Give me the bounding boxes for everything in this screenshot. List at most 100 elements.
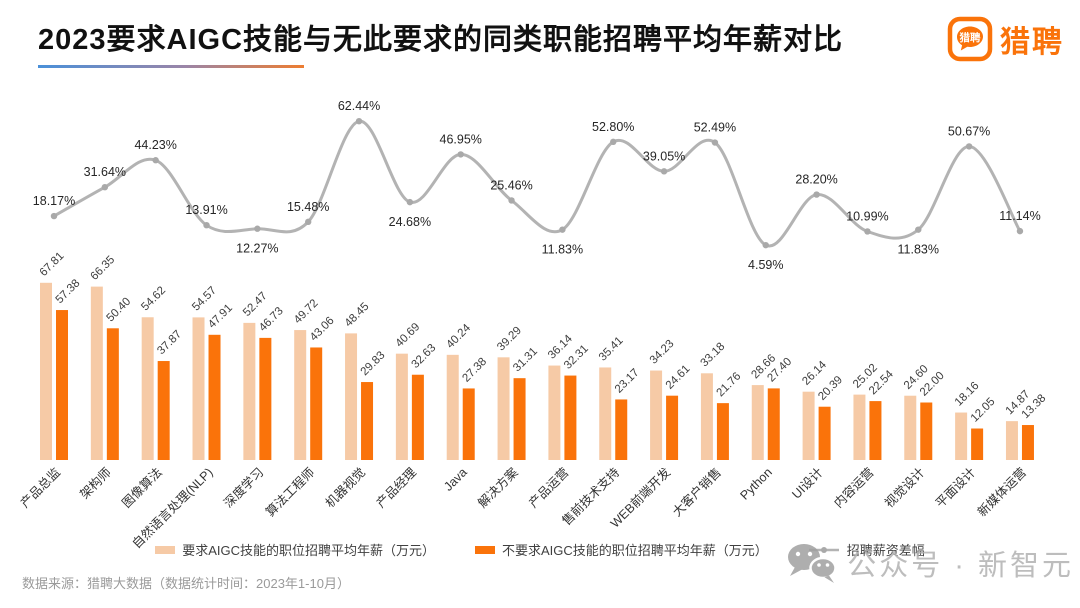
bar-aigc bbox=[751, 385, 764, 460]
bar-value-label: 47.91 bbox=[206, 302, 235, 331]
bar-aigc bbox=[192, 317, 205, 460]
bar-noaigc bbox=[971, 428, 984, 460]
category-label: UI设计 bbox=[789, 465, 826, 502]
page-title: 2023要求AIGC技能与无此要求的同类职能招聘平均年薪对比 bbox=[38, 24, 844, 56]
gap-percent-label: 10.99% bbox=[846, 209, 888, 223]
bar-aigc bbox=[446, 354, 459, 460]
bar-value-label: 40.24 bbox=[444, 322, 473, 351]
bar-value-label: 34.23 bbox=[648, 338, 677, 367]
liepin-logo-icon: 猎聘 bbox=[947, 16, 993, 62]
bar-value-label: 18.16 bbox=[953, 380, 982, 409]
bar-value-label: 24.61 bbox=[664, 363, 693, 392]
salary-comparison-chart: 67.81 66.35 54.62 54.57 52.47 49.72 48.45 40.69… bbox=[18, 99, 1049, 551]
gap-percent-label: 24.68% bbox=[389, 215, 431, 229]
bar-value-label: 54.62 bbox=[139, 285, 168, 314]
gap-percent-label: 13.91% bbox=[185, 203, 227, 217]
gap-percent-label: 39.05% bbox=[643, 149, 685, 163]
gap-line bbox=[52, 119, 1022, 248]
gap-line-marker bbox=[508, 197, 515, 204]
gap-line-marker bbox=[711, 139, 719, 146]
bar-aigc bbox=[294, 330, 307, 460]
bar-aigc bbox=[904, 395, 917, 460]
legend-item-noaigc: 不要求AIGC技能的职位招聘平均年薪（万元） bbox=[474, 540, 768, 559]
bar-value-label: 67.81 bbox=[38, 250, 67, 279]
bar-noaigc bbox=[920, 402, 933, 460]
bar-noaigc bbox=[411, 374, 424, 460]
title-underline bbox=[38, 65, 304, 68]
category-label: 解决方案 bbox=[475, 464, 521, 510]
bar-aigc bbox=[700, 373, 713, 460]
category-label: Python bbox=[737, 465, 774, 502]
wechat-icon bbox=[788, 544, 837, 583]
gap-line-marker bbox=[1016, 227, 1024, 235]
bar-value-label: 27.38 bbox=[460, 356, 489, 385]
bar-aigc bbox=[548, 365, 561, 460]
category-label: 平面设计 bbox=[932, 465, 978, 511]
gap-percent-label: 18.17% bbox=[33, 194, 75, 208]
gap-percent-label: 62.44% bbox=[338, 99, 380, 113]
bar-aigc bbox=[345, 333, 358, 460]
legend-item-aigc: 要求AIGC技能的职位招聘平均年薪（万元） bbox=[155, 540, 435, 559]
bar-value-label: 43.06 bbox=[308, 315, 337, 344]
bar-noaigc bbox=[1021, 425, 1034, 460]
bar-aigc bbox=[40, 282, 52, 460]
gap-percent-label: 52.80% bbox=[592, 120, 634, 134]
source-note: 数据来源：猎聘大数据（数据统计时间：2023年1-10月） bbox=[22, 576, 350, 591]
gap-line-marker bbox=[152, 157, 159, 164]
watermark-text: 公众号 · 新智元 bbox=[847, 550, 1074, 582]
gap-percent-label: 11.14% bbox=[999, 209, 1040, 223]
wechat-watermark: 公众号 · 新智元 bbox=[785, 541, 1074, 585]
gap-percent-label: 25.46% bbox=[490, 178, 532, 192]
bar-noaigc bbox=[208, 334, 221, 460]
gap-percent-label: 15.48% bbox=[287, 200, 329, 214]
bar-noaigc bbox=[157, 361, 170, 460]
gap-line-marker bbox=[915, 226, 922, 233]
bar-aigc bbox=[497, 357, 510, 460]
bar-noaigc bbox=[462, 388, 475, 460]
bar-aigc bbox=[599, 367, 612, 460]
bar-noaigc bbox=[310, 347, 323, 460]
category-label: 机器视觉 bbox=[322, 465, 368, 511]
gap-line-marker bbox=[305, 218, 312, 226]
bar-noaigc bbox=[106, 328, 119, 460]
gap-line-marker bbox=[101, 184, 109, 191]
gap-line-marker bbox=[762, 241, 769, 249]
legend-swatch-noaigc bbox=[474, 545, 495, 554]
bar-value-label: 40.69 bbox=[394, 321, 423, 350]
bar-noaigc bbox=[666, 395, 679, 460]
gap-percent-label: 31.64% bbox=[84, 165, 126, 179]
gap-line-marker bbox=[559, 226, 566, 233]
gap-percent-label: 11.83% bbox=[542, 243, 583, 257]
bar-noaigc bbox=[513, 378, 526, 460]
bar-noaigc bbox=[869, 401, 882, 460]
speech-bubble-icon bbox=[957, 26, 983, 51]
gap-line-marker bbox=[254, 225, 261, 232]
gap-line-marker bbox=[965, 143, 973, 150]
bar-aigc bbox=[141, 317, 154, 460]
bar-value-label: 31.31 bbox=[511, 345, 540, 374]
bar-noaigc bbox=[56, 310, 68, 460]
bar-noaigc bbox=[818, 406, 831, 460]
gap-percent-label: 50.67% bbox=[948, 124, 990, 138]
gap-percent-label: 44.23% bbox=[134, 138, 176, 152]
bar-aigc bbox=[955, 412, 968, 460]
bar-aigc bbox=[90, 286, 103, 460]
gap-percent-label: 46.95% bbox=[440, 132, 482, 146]
legend-label-gap: 招聘薪资差幅 bbox=[846, 543, 925, 558]
bar-value-label: 39.29 bbox=[495, 325, 524, 354]
bar-value-label: 49.72 bbox=[292, 297, 321, 326]
bar-value-label: 26.14 bbox=[800, 359, 829, 388]
bar-noaigc bbox=[564, 375, 577, 460]
gap-percent-label: 4.59% bbox=[748, 258, 783, 272]
legend-label-aigc: 要求AIGC技能的职位招聘平均年薪（万元） bbox=[182, 543, 435, 558]
category-label: 架构师 bbox=[77, 465, 114, 502]
bar-noaigc bbox=[361, 382, 374, 460]
bar-noaigc bbox=[716, 403, 729, 460]
bar-value-label: 33.18 bbox=[699, 341, 728, 370]
bar-aigc bbox=[1005, 421, 1018, 460]
bar-aigc bbox=[802, 391, 815, 460]
gap-percent-label: 28.20% bbox=[795, 173, 837, 187]
bar-aigc bbox=[853, 394, 866, 460]
bar-value-label: 23.17 bbox=[613, 367, 642, 396]
